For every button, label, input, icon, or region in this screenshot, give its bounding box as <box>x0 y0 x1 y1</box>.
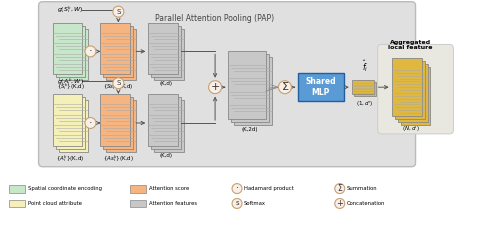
Bar <box>354 82 376 96</box>
Text: ·: · <box>88 46 92 56</box>
Bar <box>148 94 178 146</box>
FancyBboxPatch shape <box>38 2 416 167</box>
Bar <box>106 28 136 80</box>
Circle shape <box>278 81 291 94</box>
Text: Summation: Summation <box>346 186 378 191</box>
Text: $\{S_i^k\}$(K,d): $\{S_i^k\}$(K,d) <box>56 81 84 92</box>
FancyBboxPatch shape <box>378 44 454 134</box>
Bar <box>104 97 134 149</box>
Circle shape <box>335 184 344 194</box>
Text: $\hat{f}_i$: $\hat{f}_i$ <box>362 58 368 74</box>
Text: $(N, d^\prime)$: $(N, d^\prime)$ <box>402 125 419 134</box>
Bar <box>130 200 146 208</box>
Text: Parallel Attention Pooling (PAP): Parallel Attention Pooling (PAP) <box>156 14 274 23</box>
Bar <box>100 23 130 74</box>
Bar <box>398 64 428 122</box>
Bar <box>104 26 134 77</box>
Bar <box>228 51 266 119</box>
Circle shape <box>85 118 96 129</box>
Text: Σ: Σ <box>282 82 288 92</box>
Bar <box>58 100 88 152</box>
Text: (K,2d): (K,2d) <box>242 127 258 132</box>
Circle shape <box>113 6 124 17</box>
Text: ·: · <box>88 118 92 128</box>
Text: (K,d): (K,d) <box>160 81 172 86</box>
Bar <box>352 80 374 94</box>
Circle shape <box>232 184 242 194</box>
Circle shape <box>113 78 124 89</box>
Text: Spatial coordinate encoding: Spatial coordinate encoding <box>28 186 102 191</box>
Text: Softmax: Softmax <box>244 201 266 206</box>
Circle shape <box>232 199 242 208</box>
Bar <box>58 28 88 80</box>
Text: $\{Ss_i^k\}$(K,d): $\{Ss_i^k\}$(K,d) <box>103 81 134 92</box>
Text: Σ: Σ <box>338 184 342 193</box>
Text: Point cloud attribute: Point cloud attribute <box>28 201 82 206</box>
Text: (K,d): (K,d) <box>160 153 172 158</box>
Bar <box>52 23 82 74</box>
Text: $(1, d^\prime)$: $(1, d^\prime)$ <box>356 100 374 109</box>
Bar <box>130 185 146 192</box>
Text: S: S <box>116 80 120 86</box>
Bar <box>56 97 86 149</box>
Bar <box>298 73 344 101</box>
Bar <box>56 26 86 77</box>
Text: Shared
MLP: Shared MLP <box>306 78 336 97</box>
Text: Attention features: Attention features <box>150 201 198 206</box>
Text: +: + <box>210 82 220 92</box>
Bar <box>231 54 269 122</box>
Circle shape <box>208 81 222 94</box>
Text: Attention score: Attention score <box>150 186 190 191</box>
Text: S: S <box>116 9 120 15</box>
Text: $\{As_i^k\}$(K,d): $\{As_i^k\}$(K,d) <box>103 153 134 164</box>
Bar <box>52 94 82 146</box>
Bar <box>152 97 181 149</box>
Circle shape <box>85 46 96 57</box>
Bar <box>394 61 424 119</box>
Bar <box>8 200 24 208</box>
Text: +: + <box>336 199 343 208</box>
Text: $g(S_i^k,W)$: $g(S_i^k,W)$ <box>56 4 83 15</box>
Text: s: s <box>235 200 239 207</box>
Bar <box>400 67 430 125</box>
Circle shape <box>335 199 344 208</box>
Text: Concatenation: Concatenation <box>346 201 385 206</box>
Bar <box>8 185 24 192</box>
Bar <box>152 26 181 77</box>
Bar <box>234 57 272 125</box>
Bar <box>148 23 178 74</box>
Bar <box>100 94 130 146</box>
Text: Aggregated
local feature: Aggregated local feature <box>388 40 433 50</box>
Bar <box>154 28 184 80</box>
Bar <box>106 100 136 152</box>
Text: ·: · <box>236 184 238 194</box>
Text: Hadamard product: Hadamard product <box>244 186 294 191</box>
Text: $g(A_i^k,W)$: $g(A_i^k,W)$ <box>56 76 84 87</box>
Bar <box>154 100 184 152</box>
Text: $\{A_i^k\}$(K,d): $\{A_i^k\}$(K,d) <box>56 153 84 164</box>
Bar <box>392 58 422 116</box>
